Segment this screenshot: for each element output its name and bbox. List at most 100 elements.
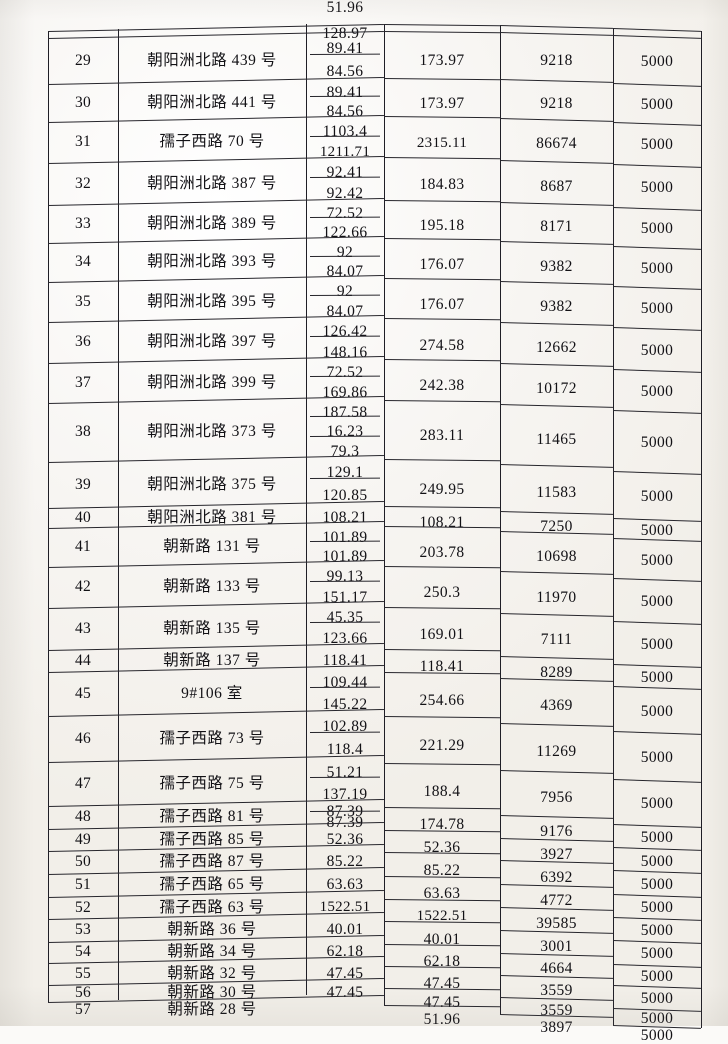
row-area-value: 16.23 <box>326 423 364 441</box>
row-subsidy: 5000 <box>640 220 674 238</box>
row-total: 254.66 <box>419 691 465 709</box>
row-address: 孺子西路 70 号 <box>159 133 265 151</box>
row-address: 朝新路 137 号 <box>163 651 261 669</box>
row-address: 朝阳洲北路 381 号 <box>147 508 277 526</box>
row-index: 57 <box>74 1001 92 1018</box>
row-amount: 11269 <box>536 742 577 760</box>
row-amount: 9176 <box>540 822 573 840</box>
row-index: 40 <box>74 508 92 526</box>
row-area-value: 89.41 <box>326 84 364 102</box>
row-address: 朝阳洲北路 439 号 <box>147 51 277 69</box>
row-area-value: 47.45 <box>326 984 364 1002</box>
row-address: 朝新路 28 号 <box>167 1001 257 1018</box>
row-total: 63.63 <box>423 885 461 903</box>
table-row-rule <box>383 24 500 27</box>
row-subsidy: 5000 <box>640 300 674 318</box>
row-subsidy: 5000 <box>640 875 674 893</box>
row-area-value: 92.41 <box>326 164 364 182</box>
row-total: 40.01 <box>423 930 461 948</box>
row-total: 250.3 <box>423 584 461 602</box>
row-subsidy: 5000 <box>640 178 674 196</box>
row-index: 55 <box>74 964 92 982</box>
row-amount: 12662 <box>536 339 577 357</box>
row-total: 283.11 <box>419 427 465 445</box>
row-area-value: 120.85 <box>322 487 368 505</box>
row-area-value: 126.42 <box>322 323 368 341</box>
row-total: 2315.11 <box>416 134 468 151</box>
row-address: 朝新路 34 号 <box>167 943 257 961</box>
row-total: 47.45 <box>423 994 461 1012</box>
row-area-value: 118.41 <box>322 651 368 669</box>
row-total: 85.22 <box>423 861 461 879</box>
row-area-value: 92 <box>336 282 354 300</box>
row-amount: 10172 <box>536 380 577 398</box>
row-index: 31 <box>74 133 92 151</box>
row-area-value: 92 <box>336 243 354 261</box>
area-subdivider <box>309 580 381 582</box>
row-index: 54 <box>74 943 92 961</box>
row-area-value: 84.56 <box>326 103 364 121</box>
row-amount: 9382 <box>540 257 573 275</box>
row-total: 62.18 <box>423 952 461 970</box>
row-index: 37 <box>74 373 92 391</box>
row-address: 朝阳洲北路 389 号 <box>147 214 277 232</box>
row-address: 孺子西路 87 号 <box>159 853 265 871</box>
row-amount: 7250 <box>540 517 573 535</box>
table-column-rule <box>500 25 501 1015</box>
row-area-value: 101.89 <box>322 528 368 546</box>
row-subsidy: 5000 <box>640 702 674 720</box>
row-area-value: 102.89 <box>322 718 368 736</box>
row-amount: 3001 <box>540 938 573 956</box>
row-area-value: 84.07 <box>326 302 364 320</box>
row-amount: 8687 <box>540 177 573 195</box>
row-subsidy: 5000 <box>640 968 674 986</box>
row-subsidy: 5000 <box>640 434 674 452</box>
row-subsidy: 5000 <box>640 748 674 766</box>
row-area-value: 79.3 <box>330 443 360 461</box>
row-index: 49 <box>74 830 92 848</box>
row-index: 46 <box>74 729 92 747</box>
row-subsidy: 5000 <box>640 1010 674 1028</box>
row-amount: 8289 <box>540 663 573 681</box>
area-subdivider <box>309 540 381 542</box>
row-amount: 8171 <box>540 218 573 236</box>
row-area-value: 122.66 <box>322 224 368 242</box>
row-subsidy: 5000 <box>640 259 674 277</box>
row-total: 242.38 <box>419 377 465 395</box>
row-subsidy: 5000 <box>640 52 674 70</box>
row-subsidy: 5000 <box>640 945 674 963</box>
area-subdivider <box>309 335 381 337</box>
row-area-value: 151.17 <box>322 588 368 606</box>
row-index: 43 <box>74 619 92 637</box>
row-total: 176.07 <box>419 255 465 273</box>
row-total: 173.97 <box>419 94 465 112</box>
area-subdivider <box>309 810 381 812</box>
row-index: 41 <box>74 538 92 556</box>
table-row-rule <box>383 31 500 34</box>
area-subdivider <box>309 255 381 257</box>
row-address: 朝阳洲北路 387 号 <box>147 174 277 192</box>
row-area-value: 92.42 <box>326 185 364 203</box>
row-subsidy: 5000 <box>640 341 674 359</box>
row-total: 108.21 <box>419 513 465 531</box>
row-index: 38 <box>74 423 92 441</box>
row-index: 45 <box>74 684 92 702</box>
row-area-value: 101.89 <box>322 548 368 566</box>
partial-row-area: 128.97 <box>322 25 368 43</box>
row-area-value: 123.66 <box>322 630 368 648</box>
row-address: 朝新路 135 号 <box>163 619 261 637</box>
row-address: 孺子西路 75 号 <box>159 774 265 792</box>
row-index: 50 <box>74 853 92 871</box>
row-amount: 39585 <box>536 915 577 933</box>
row-amount: 11583 <box>536 484 577 502</box>
row-subsidy: 5000 <box>640 829 674 847</box>
row-address: 朝新路 36 号 <box>167 921 257 939</box>
row-subsidy: 5000 <box>640 552 674 570</box>
row-area-value: 145.22 <box>322 695 368 713</box>
row-subsidy: 5000 <box>640 593 674 611</box>
row-amount: 9382 <box>540 297 573 315</box>
row-area-value: 99.13 <box>326 568 364 586</box>
row-total: 169.01 <box>419 626 465 644</box>
row-subsidy: 5000 <box>640 383 674 401</box>
